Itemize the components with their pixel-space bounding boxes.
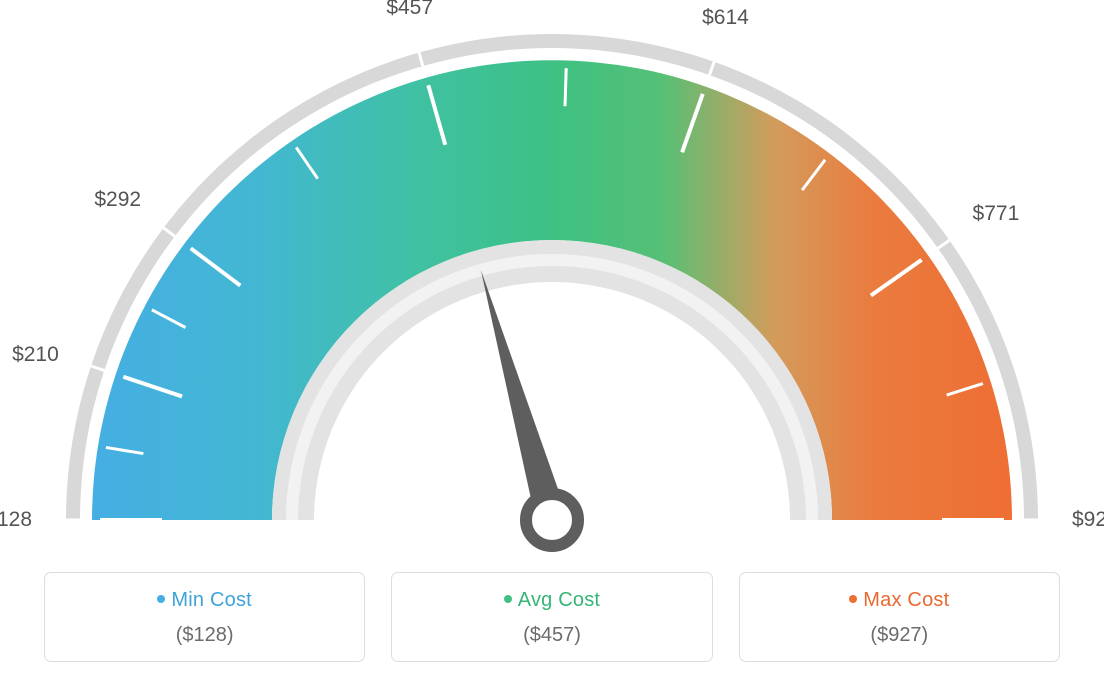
gauge-svg — [0, 0, 1104, 560]
tick-label: $292 — [94, 188, 141, 212]
tick-mark — [565, 68, 566, 106]
tick-label: $210 — [12, 343, 59, 367]
gauge-chart: $128 $210 $292 $457 $614 $771 $927 — [0, 0, 1104, 560]
tick-label: $614 — [702, 6, 749, 30]
legend-title-text: Max Cost — [863, 589, 949, 611]
legend-value: ($128) — [45, 624, 364, 647]
legend-title-text: Min Cost — [171, 589, 252, 611]
legend-value: ($457) — [392, 624, 711, 647]
tick-label: $927 — [1072, 508, 1104, 532]
tick-label: $771 — [973, 201, 1020, 225]
legend-card-avg: Avg Cost ($457) — [391, 572, 712, 662]
legend-title-text: Avg Cost — [518, 589, 600, 611]
gauge-arc — [92, 60, 1012, 520]
legend-dot-icon — [504, 595, 512, 603]
legend-title: Max Cost — [740, 589, 1059, 612]
legend-row: Min Cost ($128) Avg Cost ($457) Max Cost ($92… — [44, 572, 1060, 662]
legend-title: Avg Cost — [392, 589, 711, 612]
legend-value: ($927) — [740, 624, 1059, 647]
legend-dot-icon — [157, 595, 165, 603]
tick-label: $128 — [0, 508, 32, 532]
legend-card-max: Max Cost ($927) — [739, 572, 1060, 662]
legend-card-min: Min Cost ($128) — [44, 572, 365, 662]
legend-dot-icon — [849, 595, 857, 603]
needle — [481, 270, 568, 524]
legend-title: Min Cost — [45, 589, 364, 612]
tick-label: $457 — [386, 0, 433, 20]
needle-hub — [526, 494, 578, 546]
